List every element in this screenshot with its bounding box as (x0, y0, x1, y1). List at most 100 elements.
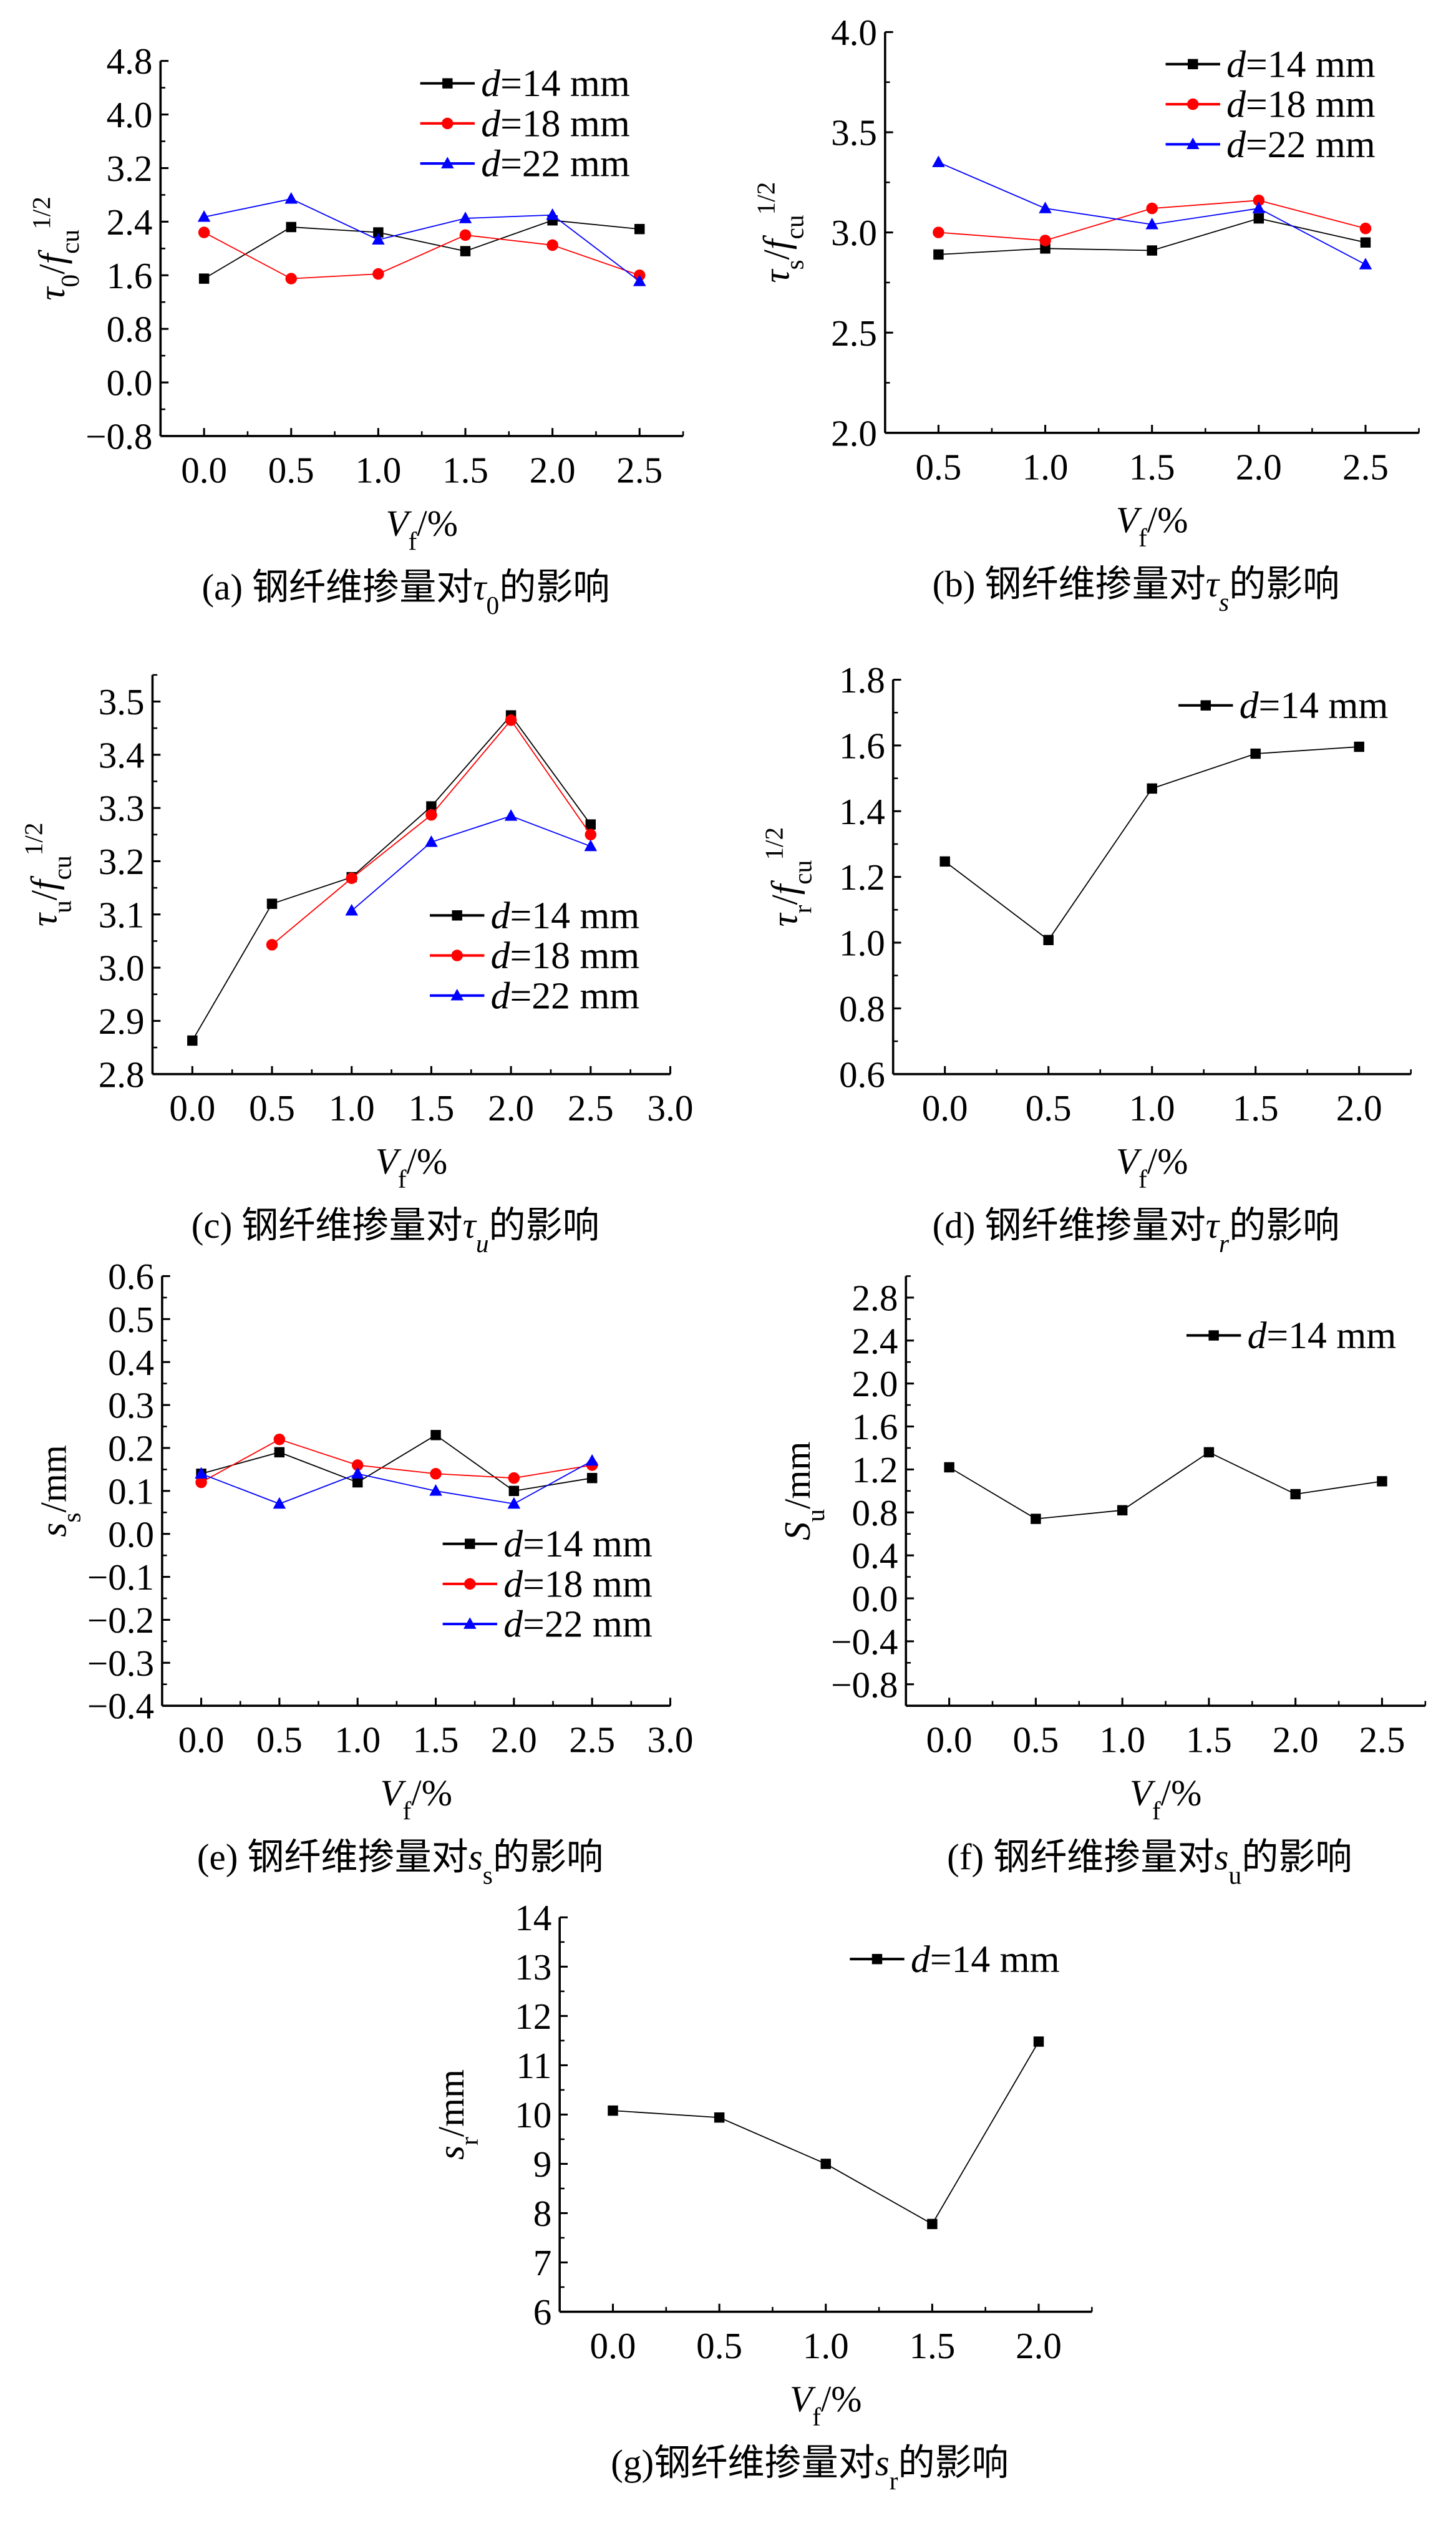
legend-label-part: d (481, 62, 500, 105)
legend-label-part: d (491, 974, 510, 1017)
data-point (508, 1485, 520, 1497)
series-1 (195, 1433, 598, 1489)
series-line (203, 198, 640, 282)
x-tick-label: 1.0 (1129, 1087, 1175, 1129)
x-axis-label-part: V (1116, 1140, 1142, 1182)
x-axis-label-part: f (398, 1165, 407, 1193)
legend-marker (450, 989, 463, 1001)
y-axis-label-part: 1/2 (759, 827, 788, 860)
legend-label: d=14 mm (481, 62, 630, 105)
legend-label-part: d (1240, 684, 1259, 727)
legend-label-part: =14 mm (500, 62, 630, 105)
caption-part: u (476, 1229, 489, 1258)
data-point (1039, 235, 1051, 246)
series-line (201, 1434, 593, 1492)
series-0 (198, 215, 645, 284)
y-axis-label-part: cu (780, 215, 809, 239)
data-point (1147, 783, 1157, 794)
legend-label-part: d (1248, 1314, 1267, 1357)
legend-label-part: =14 mm (1259, 684, 1389, 727)
legend-label-part: =18 mm (523, 1563, 653, 1605)
data-point (459, 229, 472, 241)
data-point (586, 1472, 598, 1484)
legend-marker (871, 1953, 883, 1965)
legend-label-part: =18 mm (510, 935, 640, 977)
legend-label-part: =14 mm (523, 1523, 653, 1565)
legend-label-part: =14 mm (1266, 1314, 1396, 1357)
y-tick-label: 3.5 (99, 681, 145, 722)
x-tick-label: 0.5 (256, 1719, 303, 1761)
series-0 (939, 741, 1364, 946)
legend-label: d=14 mm (911, 1938, 1060, 1981)
series-2 (932, 155, 1372, 270)
y-axis-label-part: 1/2 (27, 197, 56, 230)
x-axis-label-part: /% (1147, 1140, 1188, 1182)
legend-label-part: =18 mm (500, 102, 630, 145)
x-tick-label: 2.5 (1342, 446, 1389, 487)
y-tick-label: 14 (515, 1897, 551, 1938)
y-tick-label: 3.4 (99, 734, 145, 775)
y-axis-label-part: cu (788, 860, 817, 885)
x-axis-label: Vf/% (380, 1772, 452, 1825)
data-point (351, 1459, 364, 1471)
x-axis-label-part: V (1130, 1772, 1156, 1814)
x-tick-label: 0.5 (696, 2325, 742, 2366)
data-point (820, 2159, 831, 2169)
x-axis-label-part: V (386, 502, 412, 543)
series-line (949, 1451, 1382, 1520)
caption-part: 的影响 (499, 566, 609, 608)
y-axis-label-part: cu (47, 855, 76, 880)
y-tick-label: 3.2 (107, 148, 153, 189)
legend-label-part: d (1226, 43, 1246, 85)
data-point (459, 211, 472, 223)
y-tick-label: 0.2 (108, 1428, 154, 1469)
caption: (e) 钢纤维掺量对ss的影响 (197, 1836, 603, 1889)
data-point (352, 1477, 363, 1488)
series-1 (198, 226, 646, 284)
x-tick-label: 1.5 (1129, 446, 1175, 487)
x-tick-label: 3.0 (648, 1719, 694, 1761)
legend-label: d=14 mm (491, 895, 640, 937)
data-point (430, 1430, 441, 1441)
data-point (372, 268, 384, 280)
y-tick-label: 2.9 (99, 1001, 145, 1042)
y-axis-label-part: r (455, 2137, 483, 2145)
data-point (284, 192, 298, 204)
caption-part: 的影响 (1229, 1205, 1339, 1246)
caption-part: 0 (487, 591, 500, 619)
data-point (546, 239, 558, 251)
caption-part: τ (473, 566, 487, 608)
y-axis-label-part: /mm (33, 1445, 74, 1512)
caption-part: (c) 钢纤维掺量对 (192, 1205, 463, 1246)
legend-label: d=22 mm (481, 143, 630, 185)
x-tick-label: 2.5 (616, 449, 662, 490)
y-axis-label: τr/fcu1/2 (759, 827, 817, 927)
y-axis-label-part: cu (56, 230, 84, 254)
series-line (944, 746, 1359, 941)
y-axis-label-part: τ (23, 912, 64, 926)
legend-label-part: d (491, 935, 510, 977)
x-axis-label-part: /% (411, 1772, 452, 1814)
caption-part: τ (463, 1205, 477, 1246)
caption-part: 的影响 (493, 1836, 603, 1877)
x-tick-label: 0.0 (181, 449, 227, 490)
legend-marker (1208, 1330, 1219, 1341)
y-tick-label: 0.4 (852, 1535, 898, 1577)
legend-label: d=18 mm (491, 935, 640, 977)
series-line (201, 1460, 593, 1505)
chart-g: 0.0 0.5 1.0 1.5 2.067891011121314Vf/%sr/mm(g… (430, 1897, 1093, 2495)
legend-label-part: d (503, 1563, 523, 1605)
data-point (933, 226, 944, 238)
x-axis-label: Vf/% (1116, 1140, 1188, 1193)
data-point (714, 2112, 725, 2123)
x-tick-label: 2.0 (1016, 2325, 1062, 2366)
data-point (633, 275, 646, 286)
series-line (351, 815, 591, 911)
data-point (187, 1035, 198, 1046)
x-tick-label: 2.0 (491, 1719, 537, 1761)
legend-label: d=14 mm (503, 1523, 653, 1565)
y-axis-label: τs/fcu1/2 (752, 182, 809, 283)
chart-d: 0.0 0.5 1.0 1.5 2.0 0.6 0.8 1.0 1.2 1.4 1.6 1.8 Vf/%… (759, 659, 1412, 1258)
data-point (1040, 243, 1051, 254)
y-tick-label: 0.8 (107, 309, 153, 350)
